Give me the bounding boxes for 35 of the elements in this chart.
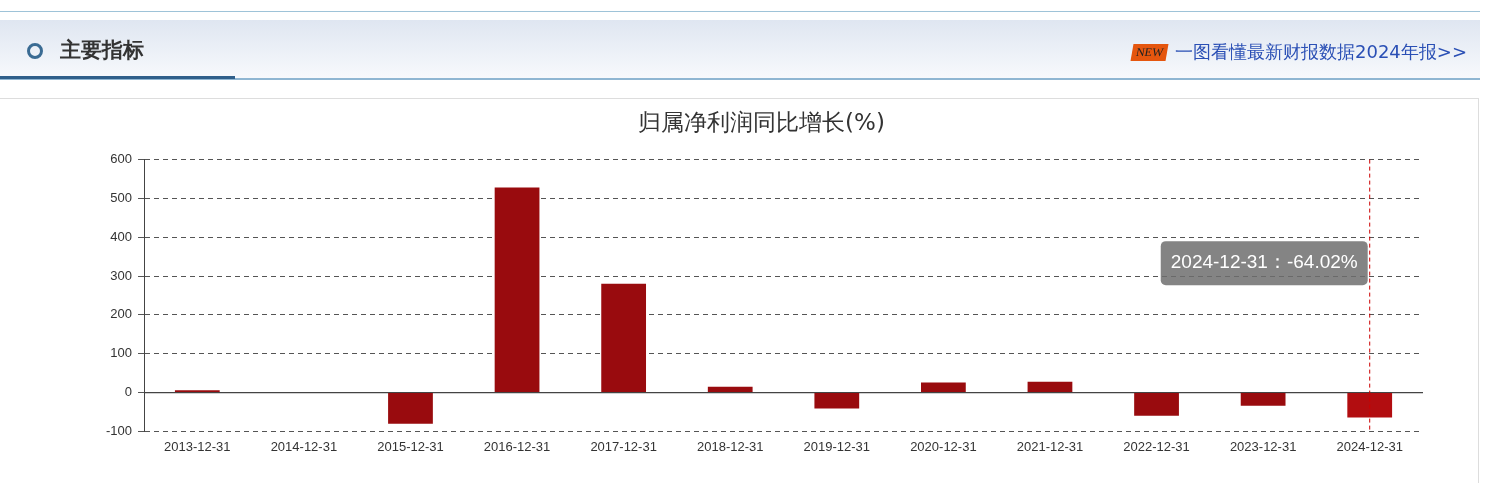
text: 一图看懂最新财报数据2024年报>> bbox=[1175, 40, 1467, 64]
bar bbox=[494, 187, 540, 393]
bar bbox=[814, 393, 860, 409]
text: 主要指标 bbox=[60, 36, 144, 64]
bar bbox=[921, 382, 966, 393]
x-tick-label: 2017-12-31 bbox=[590, 438, 657, 454]
x-tick-label: 2022-12-31 bbox=[1123, 438, 1190, 454]
x-tick-label: 2014-12-31 bbox=[270, 438, 338, 454]
bar bbox=[388, 393, 433, 424]
bar bbox=[601, 283, 647, 393]
bar bbox=[707, 386, 753, 393]
x-tick-label: 2021-12-31 bbox=[1016, 438, 1084, 454]
x-tick-label: 2024-12-31 bbox=[1336, 438, 1403, 454]
chart-title: 归属净利润同比增长(%) bbox=[638, 108, 885, 135]
bar bbox=[1134, 393, 1179, 416]
y-tick-label: 0 bbox=[124, 384, 133, 400]
text: NEW bbox=[1130, 43, 1169, 61]
bar bbox=[1027, 381, 1073, 393]
y-tick-label: 200 bbox=[110, 306, 133, 322]
y-tick-label: 400 bbox=[110, 228, 133, 244]
bar bbox=[1347, 393, 1393, 418]
bar bbox=[1240, 393, 1286, 406]
x-tick-label: 2020-12-31 bbox=[910, 438, 977, 454]
y-tick-label: 300 bbox=[110, 267, 133, 283]
x-tick-label: 2018-12-31 bbox=[696, 438, 764, 454]
x-tick-label: 2015-12-31 bbox=[377, 438, 444, 454]
x-tick-label: 2023-12-31 bbox=[1229, 438, 1297, 454]
y-tick-label: -100 bbox=[105, 422, 133, 438]
y-tick-label: 500 bbox=[110, 190, 133, 206]
x-tick-label: 2019-12-31 bbox=[803, 438, 871, 454]
x-tick-label: 2013-12-31 bbox=[164, 438, 231, 454]
y-tick-label: 600 bbox=[110, 151, 133, 167]
annotation: 2024-12-31：-64.02% bbox=[1170, 251, 1358, 273]
x-tick-label: 2016-12-31 bbox=[483, 438, 551, 454]
y-tick-label: 100 bbox=[110, 345, 133, 361]
